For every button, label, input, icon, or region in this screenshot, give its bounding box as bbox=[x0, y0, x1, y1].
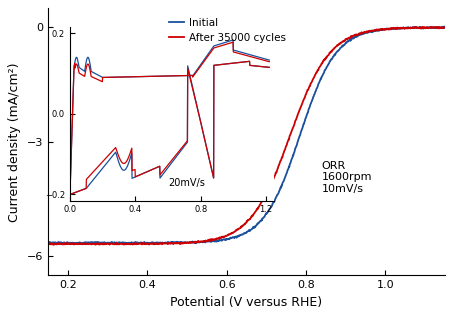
After 35000 cycles bbox=[344, 37, 350, 41]
Line: Initial: Initial bbox=[48, 27, 445, 244]
Initial bbox=[328, 58, 333, 61]
Initial bbox=[45, 240, 51, 244]
Legend: Initial, After 35000 cycles: Initial, After 35000 cycles bbox=[164, 14, 290, 47]
X-axis label: Potential (V versus RHE): Potential (V versus RHE) bbox=[170, 296, 323, 309]
Initial bbox=[388, 27, 394, 31]
Initial bbox=[442, 26, 448, 29]
Initial bbox=[344, 40, 350, 43]
After 35000 cycles bbox=[89, 242, 95, 246]
Initial bbox=[442, 25, 447, 29]
After 35000 cycles bbox=[442, 25, 448, 29]
Initial bbox=[89, 241, 95, 245]
After 35000 cycles bbox=[388, 27, 394, 31]
Initial bbox=[215, 239, 221, 243]
Line: After 35000 cycles: After 35000 cycles bbox=[48, 27, 445, 245]
After 35000 cycles bbox=[328, 50, 333, 54]
Text: ORR
1600rpm
10mV/s: ORR 1600rpm 10mV/s bbox=[322, 161, 372, 194]
After 35000 cycles bbox=[149, 242, 154, 246]
After 35000 cycles bbox=[215, 237, 221, 241]
Initial bbox=[149, 241, 154, 244]
Y-axis label: Current density (mA/cm²): Current density (mA/cm²) bbox=[8, 62, 21, 222]
After 35000 cycles bbox=[51, 243, 57, 247]
After 35000 cycles bbox=[434, 25, 439, 29]
Initial bbox=[54, 242, 60, 246]
After 35000 cycles bbox=[45, 243, 51, 246]
